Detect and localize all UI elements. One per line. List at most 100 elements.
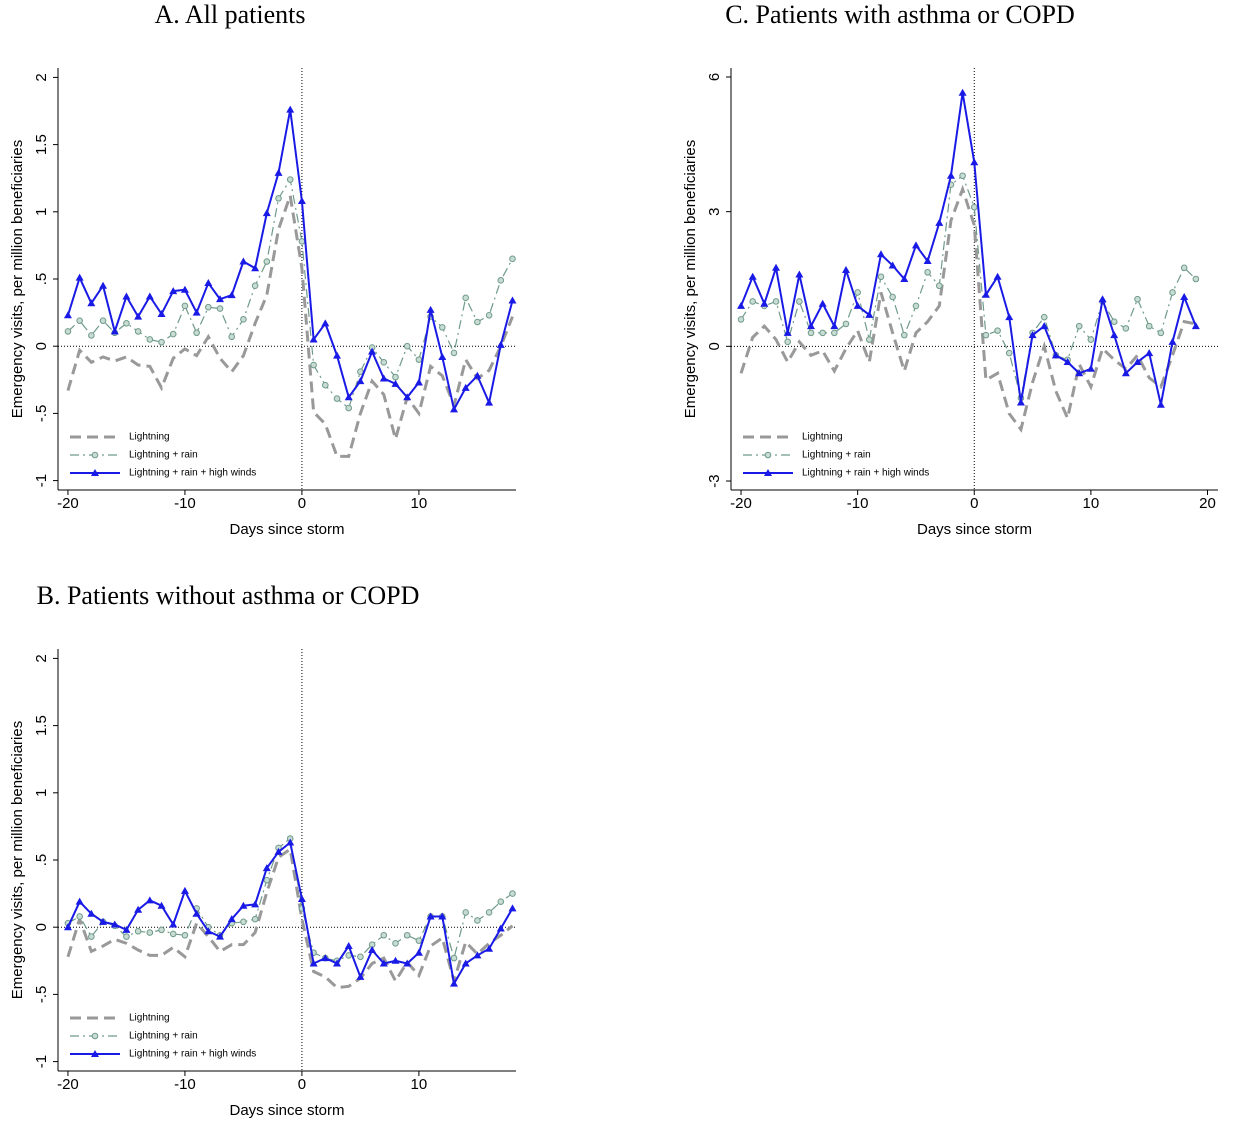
- series-line: [740, 92, 1197, 405]
- point: [1016, 398, 1025, 406]
- point: [169, 330, 177, 338]
- y-tick-label: -1: [33, 1055, 50, 1068]
- point: [461, 383, 470, 391]
- y-tick-label: 2: [33, 654, 50, 662]
- point: [748, 272, 757, 280]
- point: [414, 948, 423, 956]
- point: [749, 298, 756, 305]
- point: [262, 209, 271, 217]
- point: [1145, 349, 1154, 357]
- legend-label: Lightning: [129, 1013, 170, 1024]
- point: [760, 299, 769, 307]
- point: [321, 954, 330, 962]
- point: [64, 328, 72, 335]
- point: [449, 979, 458, 987]
- point: [251, 900, 260, 908]
- y-tick-label: 0: [33, 923, 50, 931]
- point: [251, 264, 260, 272]
- point: [88, 933, 95, 940]
- point: [1121, 369, 1130, 377]
- point: [1156, 400, 1165, 408]
- point: [391, 956, 400, 964]
- series-line: [67, 840, 514, 987]
- point: [180, 285, 189, 293]
- y-tick-label: 1.5: [33, 134, 50, 155]
- point: [122, 292, 131, 300]
- point: [1028, 331, 1037, 339]
- point: [1051, 351, 1060, 359]
- point: [853, 301, 862, 309]
- point: [993, 272, 1002, 280]
- y-tick-label: 6: [706, 73, 723, 81]
- point: [415, 356, 423, 363]
- point: [935, 282, 943, 290]
- point: [438, 352, 447, 360]
- point: [912, 302, 920, 310]
- point: [1005, 313, 1014, 321]
- point: [251, 915, 259, 923]
- point: [1157, 329, 1165, 337]
- x-tick-label: 10: [411, 495, 428, 512]
- point: [935, 218, 944, 226]
- point: [357, 953, 364, 961]
- x-tick-label: -10: [174, 495, 196, 512]
- legend-marker: [91, 1050, 99, 1057]
- point: [807, 322, 816, 330]
- point: [309, 959, 318, 967]
- panel-title: B. Patients without asthma or COPD: [37, 581, 420, 610]
- point: [99, 317, 107, 324]
- point: [333, 351, 342, 359]
- point: [485, 311, 493, 319]
- series-line: [739, 184, 1197, 433]
- point: [865, 310, 874, 318]
- point: [1122, 325, 1130, 332]
- panel-title: A. All patients: [155, 0, 306, 29]
- series-line: [66, 195, 514, 458]
- point: [310, 361, 317, 369]
- point: [169, 930, 177, 938]
- point: [1191, 322, 1200, 330]
- point: [888, 261, 897, 269]
- point: [274, 168, 283, 176]
- x-axis-title: Days since storm: [917, 521, 1032, 538]
- point: [994, 327, 1001, 334]
- point: [485, 909, 493, 916]
- point: [227, 291, 236, 299]
- point: [784, 338, 791, 346]
- point: [297, 894, 306, 902]
- point: [877, 273, 885, 281]
- point: [240, 316, 247, 323]
- point: [368, 347, 377, 355]
- point: [216, 295, 225, 303]
- point: [379, 959, 388, 967]
- point: [263, 876, 271, 884]
- point: [415, 937, 423, 944]
- panel: A. All patients -1 -.5 0 .5 1 1.5 2 -20 -10 0 10 Day…: [9, 0, 517, 538]
- point: [239, 901, 248, 909]
- point: [1075, 369, 1084, 377]
- point: [192, 909, 201, 917]
- point: [322, 381, 329, 389]
- point: [1180, 264, 1188, 272]
- y-tick-label: .5: [33, 273, 50, 286]
- x-tick-label: -20: [730, 495, 752, 512]
- x-tick-label: 10: [1083, 495, 1100, 512]
- point: [1040, 313, 1048, 321]
- point: [403, 931, 411, 939]
- point: [485, 398, 494, 406]
- point: [76, 913, 83, 920]
- point: [981, 290, 990, 298]
- point: [473, 371, 482, 379]
- point: [1134, 295, 1141, 303]
- y-tick-label: 1.5: [33, 715, 50, 736]
- point: [830, 322, 839, 330]
- point: [911, 241, 920, 249]
- point: [854, 289, 861, 296]
- point: [99, 917, 108, 925]
- point: [737, 316, 745, 323]
- point: [158, 926, 165, 934]
- point: [263, 258, 271, 265]
- point: [344, 942, 353, 950]
- y-tick-label: 1: [33, 789, 50, 797]
- point: [134, 927, 142, 935]
